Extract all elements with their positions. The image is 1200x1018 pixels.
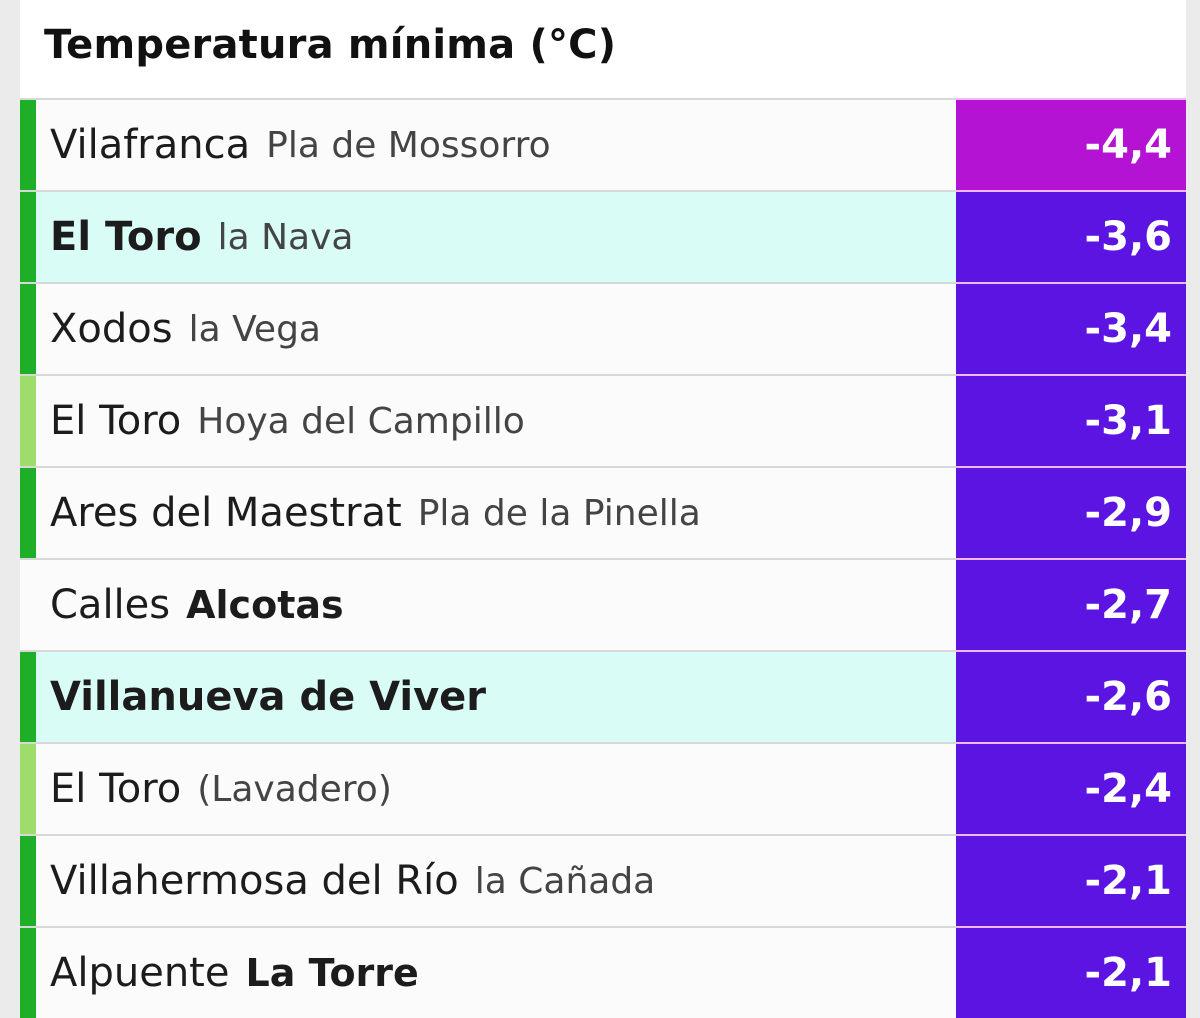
station-location-label: Pla de Mossorro	[266, 124, 551, 166]
station-name[interactable]: El Toro la Nava	[36, 192, 956, 282]
station-name[interactable]: Alpuente La Torre	[36, 928, 956, 1018]
municipality-label: El Toro	[50, 398, 182, 444]
table-row[interactable]: Villahermosa del Río la Cañada -2,1	[20, 834, 1186, 926]
table-title: Temperatura mínima (°C)	[44, 22, 617, 68]
temperature-value: -2,6	[956, 650, 1186, 742]
municipality-label: Alpuente	[50, 950, 230, 996]
municipality-label: Villanueva de Viver	[50, 674, 487, 720]
table-row[interactable]: Villanueva de Viver -2,6	[20, 650, 1186, 742]
station-name[interactable]: El Toro (Lavadero)	[36, 744, 956, 834]
municipality-label: Calles	[50, 582, 171, 628]
table-row[interactable]: Vilafranca Pla de Mossorro -4,4	[20, 98, 1186, 190]
station-location-label: Pla de la Pinella	[417, 492, 701, 534]
station-type-indicator	[20, 836, 36, 926]
temperature-value: -2,1	[956, 834, 1186, 926]
station-type-indicator	[20, 192, 36, 282]
min-temperature-card: Temperatura mínima (°C) Vilafranca Pla de…	[20, 0, 1186, 1018]
station-type-indicator	[20, 928, 36, 1018]
municipality-label: Villahermosa del Río	[50, 858, 459, 904]
station-name[interactable]: Villanueva de Viver	[36, 652, 956, 742]
station-location-label: la Nava	[217, 216, 354, 258]
temperature-ranking-table: Vilafranca Pla de Mossorro -4,4 El Toro la N…	[20, 98, 1186, 1018]
station-type-indicator	[20, 468, 36, 558]
table-row[interactable]: El Toro (Lavadero) -2,4	[20, 742, 1186, 834]
temperature-value: -2,7	[956, 558, 1186, 650]
table-row[interactable]: Calles Alcotas -2,7	[20, 558, 1186, 650]
municipality-label: Vilafranca	[50, 122, 251, 168]
table-row[interactable]: El Toro Hoya del Campillo -3,1	[20, 374, 1186, 466]
station-name[interactable]: El Toro Hoya del Campillo	[36, 376, 956, 466]
temperature-value: -4,4	[956, 98, 1186, 190]
municipality-label: El Toro	[50, 766, 182, 812]
station-type-indicator	[20, 744, 36, 834]
temperature-value: -3,4	[956, 282, 1186, 374]
table-row[interactable]: Alpuente La Torre -2,1	[20, 926, 1186, 1018]
station-name[interactable]: Xodos la Vega	[36, 284, 956, 374]
municipality-label: Xodos	[50, 306, 173, 352]
table-row[interactable]: Xodos la Vega -3,4	[20, 282, 1186, 374]
station-location-label: Hoya del Campillo	[197, 400, 525, 442]
station-type-indicator	[20, 376, 36, 466]
station-name[interactable]: Villahermosa del Río la Cañada	[36, 836, 956, 926]
station-type-indicator	[20, 284, 36, 374]
station-type-indicator	[20, 652, 36, 742]
station-location-label: la Vega	[188, 308, 321, 350]
station-name[interactable]: Calles Alcotas	[36, 560, 956, 650]
temperature-value: -2,1	[956, 926, 1186, 1018]
station-name[interactable]: Ares del Maestrat Pla de la Pinella	[36, 468, 956, 558]
station-location-label: la Cañada	[474, 860, 656, 902]
temperature-value: -2,9	[956, 466, 1186, 558]
municipality-label: Ares del Maestrat	[50, 490, 402, 536]
station-location-label: La Torre	[245, 951, 419, 995]
station-location-label: Alcotas	[186, 583, 344, 627]
temperature-value: -3,1	[956, 374, 1186, 466]
temperature-value: -2,4	[956, 742, 1186, 834]
station-name[interactable]: Vilafranca Pla de Mossorro	[36, 100, 956, 190]
station-type-indicator	[20, 100, 36, 190]
temperature-value: -3,6	[956, 190, 1186, 282]
table-row[interactable]: El Toro la Nava -3,6	[20, 190, 1186, 282]
station-type-indicator	[20, 560, 36, 650]
station-location-label: (Lavadero)	[197, 768, 392, 810]
municipality-label: El Toro	[50, 214, 202, 260]
table-row[interactable]: Ares del Maestrat Pla de la Pinella -2,9	[20, 466, 1186, 558]
